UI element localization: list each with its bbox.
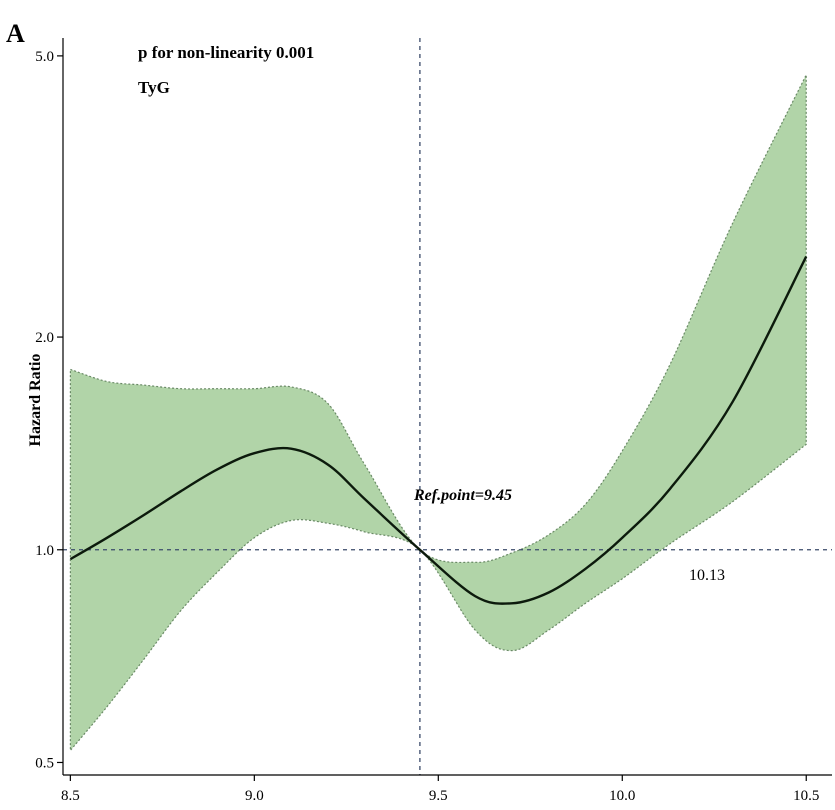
y-axis-title: Hazard Ratio <box>27 354 44 447</box>
x-tick-label: 8.5 <box>61 788 80 804</box>
crossing-annotation: 10.13 <box>689 567 725 584</box>
confidence-band <box>69 74 807 753</box>
hazard-ratio-curve <box>69 256 808 605</box>
panel-label: A <box>6 19 25 48</box>
y-tick-label: 2.0 <box>35 330 54 346</box>
x-tick-label: 9.0 <box>245 788 264 804</box>
hazard-ratio-line-layer <box>69 256 808 605</box>
confidence-band-layer <box>69 74 807 753</box>
p-value-annotation: p for non-linearity 0.001 <box>138 43 314 62</box>
y-tick-label: 5.0 <box>35 49 54 65</box>
y-tick-label: 0.5 <box>35 755 54 771</box>
x-tick-label: 10.5 <box>793 788 819 804</box>
x-tick-label: 9.5 <box>429 788 448 804</box>
axes-layer: 0.5 1.0 2.0 5.0 8.5 9.0 9.5 10.0 10.5 <box>35 38 832 804</box>
reference-lines-layer <box>63 38 832 775</box>
variable-annotation: TyG <box>138 78 170 97</box>
x-tick-label: 10.0 <box>609 788 635 804</box>
ref-point-annotation: Ref.point=9.45 <box>413 487 512 504</box>
y-tick-label: 1.0 <box>35 543 54 559</box>
